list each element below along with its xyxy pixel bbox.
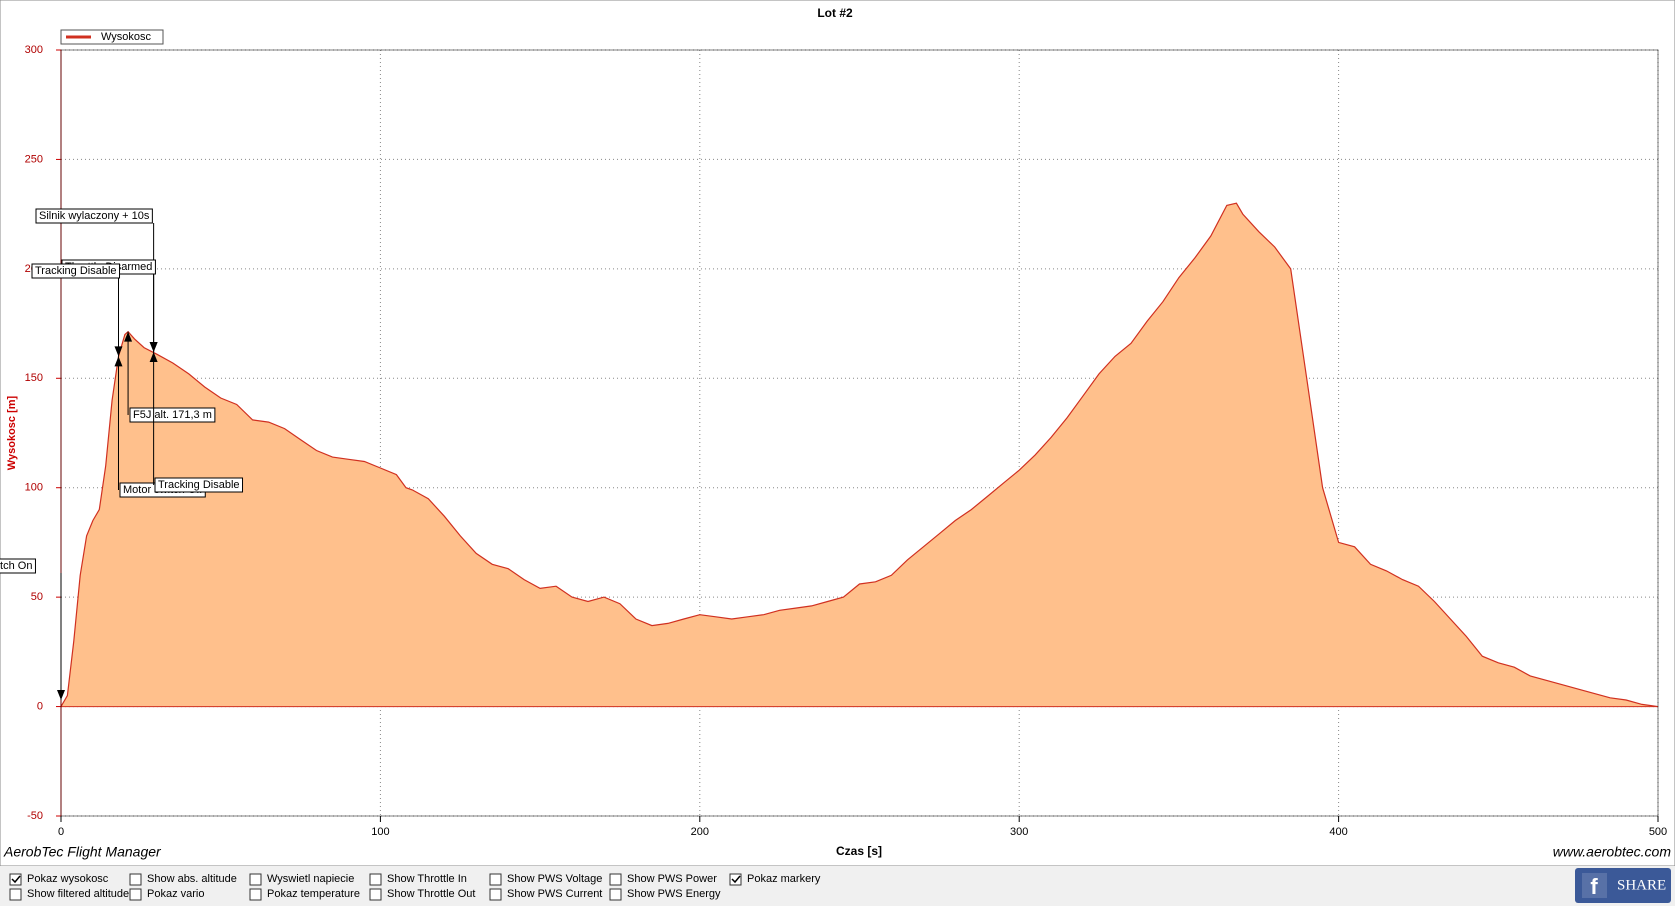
checkbox-label[interactable]: Show Throttle Out (387, 888, 475, 900)
checkmark (11, 875, 21, 884)
line (61, 202, 1658, 708)
annotation-arrow (114, 346, 123, 357)
annotation-label: Tracking Disable (35, 265, 117, 277)
annotation (114, 278, 123, 357)
plot-border (60, 49, 1659, 817)
checkbox-label[interactable]: Show PWS Power (627, 873, 717, 885)
y-tick-label: -50 (27, 810, 43, 822)
annotation-label: F5J alt. 171,3 m (133, 409, 212, 421)
area (61, 203, 1658, 707)
legend-box (60, 29, 164, 45)
x-tick-label: 0 (58, 826, 64, 838)
annotation-arrow (124, 331, 133, 342)
annotation-label: Tracking Disable (158, 479, 240, 491)
annotation (149, 352, 158, 485)
checkbox[interactable] (249, 888, 262, 901)
y-axis-title: Wysokosc [m] (6, 395, 18, 470)
annotation (57, 573, 65, 701)
annotation (114, 356, 123, 490)
checkbox[interactable] (129, 888, 142, 901)
x-axis-title: Czas [s] (836, 844, 882, 858)
share-label: SHARE (1617, 877, 1666, 893)
checkbox[interactable] (369, 888, 382, 901)
checkbox-label[interactable]: Wyswietl napiecie (267, 873, 354, 885)
x-tick-label: 100 (371, 826, 389, 838)
y-tick-label: 250 (25, 153, 43, 165)
x-tick-label: 500 (1649, 826, 1667, 838)
chart-title: Lot #2 (817, 6, 853, 20)
x-tick-label: 400 (1329, 826, 1347, 838)
checkbox-label[interactable]: Pokaz vario (147, 888, 204, 900)
checkbox[interactable] (129, 873, 142, 886)
control-panel (0, 866, 1675, 906)
x-tick-label: 200 (691, 826, 709, 838)
share-button[interactable]: f SHARE (1575, 868, 1671, 903)
checkbox[interactable] (729, 873, 742, 886)
y-tick-label: 50 (31, 591, 43, 603)
annotation-label: Silnik wylaczony + 10s (39, 210, 150, 222)
annotation-box (35, 208, 153, 224)
annotation-box (0, 558, 36, 574)
checkbox[interactable] (609, 873, 622, 886)
y-tick-label: 150 (25, 372, 43, 384)
annotation-arrow (114, 356, 123, 367)
y-tick-label: 300 (25, 44, 43, 56)
checkbox[interactable] (249, 873, 262, 886)
annotation-box (154, 477, 244, 493)
annotation-label: Motor switch On (0, 560, 32, 572)
annotation-arrow (57, 690, 65, 701)
checkbox-label[interactable]: Show filtered altitude (27, 888, 129, 900)
checkbox[interactable] (489, 888, 502, 901)
checkbox[interactable] (609, 888, 622, 901)
checkbox-label[interactable]: Show abs. altitude (147, 873, 237, 885)
checkbox-label[interactable]: Show PWS Voltage (507, 873, 602, 885)
annotation (124, 331, 133, 415)
checkbox-label[interactable]: Show Throttle In (387, 873, 467, 885)
legend-label: Wysokosc (101, 31, 152, 43)
share-bg[interactable] (1575, 868, 1671, 903)
checkbox[interactable] (369, 873, 382, 886)
checkbox-label[interactable]: Pokaz temperature (267, 888, 360, 900)
checkbox-label[interactable]: Show PWS Current (507, 888, 602, 900)
annotation-arrow (149, 352, 158, 363)
app-name: AerobTec Flight Manager (3, 844, 162, 860)
annotation-arrow (149, 342, 158, 353)
checkbox-label[interactable]: Pokaz markery (747, 873, 821, 885)
share-icon: f (1590, 874, 1598, 899)
x-tick-label: 300 (1010, 826, 1028, 838)
site-link[interactable]: www.aerobtec.com (1553, 844, 1672, 860)
y-tick-label: 100 (25, 482, 43, 494)
y-tick-label: 0 (37, 700, 43, 712)
share-icon-bg (1582, 873, 1607, 898)
annotation (149, 274, 158, 353)
checkmark (731, 875, 741, 884)
checkbox[interactable] (9, 888, 22, 901)
annotation-box (129, 407, 216, 423)
checkbox[interactable] (9, 873, 22, 886)
checkbox[interactable] (489, 873, 502, 886)
checkbox-label[interactable]: Pokaz wysokosc (27, 873, 109, 885)
checkbox-label[interactable]: Show PWS Energy (627, 888, 721, 900)
annotation-box (31, 263, 121, 279)
